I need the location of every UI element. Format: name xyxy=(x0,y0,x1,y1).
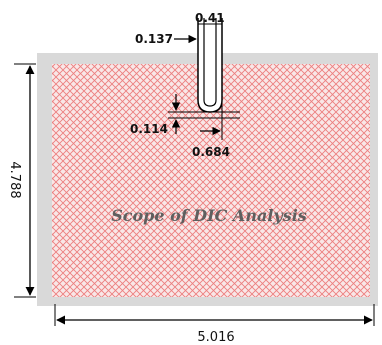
region-label: Scope of DIC Analysis xyxy=(111,206,307,225)
width-label: 5.016 xyxy=(197,330,234,345)
slot-offset-dimension: 0.137 xyxy=(135,32,197,46)
width-dimension: 5.016 xyxy=(54,304,375,345)
notch-slot xyxy=(197,18,223,113)
height-dimension: 4.788 xyxy=(7,63,36,298)
tip-offset-dimension: 0.114 xyxy=(130,94,240,136)
slot-width-label: 0.41 xyxy=(195,11,225,25)
slot-offset-label: 0.137 xyxy=(135,32,173,46)
tip-offset-label: 0.114 xyxy=(130,122,168,136)
tip-width-dimension: 0.684 xyxy=(192,104,230,159)
tip-width-label: 0.684 xyxy=(192,145,230,159)
slot-width-dimension: 0.41 xyxy=(195,11,225,25)
height-label: 4.788 xyxy=(7,161,22,198)
